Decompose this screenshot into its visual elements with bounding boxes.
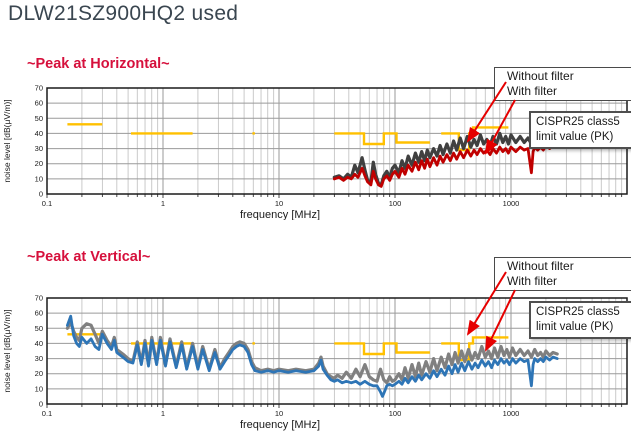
svg-text:frequency [MHz]: frequency [MHz]	[240, 209, 320, 220]
cispr-limit-box-vertical: CISPR25 class5 limit value (PK)	[529, 301, 631, 339]
svg-text:60: 60	[35, 309, 43, 318]
svg-text:noise level [dB(μV/m)]: noise level [dB(μV/m)]	[2, 309, 12, 392]
with-filter-label: With filter	[507, 274, 558, 288]
cispr-limit-line1: CISPR25 class5	[536, 306, 620, 318]
cispr-limit-line2: limit value (PK)	[536, 321, 614, 333]
page-title: DLW21SZ900HQ2 used	[8, 2, 239, 25]
svg-text:20: 20	[35, 159, 43, 168]
svg-text:10: 10	[35, 384, 43, 393]
svg-text:40: 40	[35, 339, 43, 348]
svg-text:60: 60	[35, 99, 43, 108]
svg-text:0.1: 0.1	[42, 199, 52, 208]
svg-text:10: 10	[275, 409, 283, 418]
legend-box-horizontal: Without filter With filter	[494, 67, 631, 101]
svg-text:frequency [MHz]: frequency [MHz]	[240, 419, 320, 431]
svg-text:noise level [dB(μV/m)]: noise level [dB(μV/m)]	[2, 99, 12, 182]
chart-plot-horizontal: 0 10 20 30 40 50 60 70 0.1 1 10 100 1000 frequency [M…	[2, 84, 628, 220]
legend-box-vertical: Without filter With filter	[494, 257, 631, 291]
without-filter-label: Without filter	[507, 259, 574, 273]
svg-text:100: 100	[389, 199, 402, 208]
chart-title-horizontal: ~Peak at Horizontal~	[27, 56, 170, 72]
svg-text:0: 0	[39, 400, 43, 409]
svg-text:30: 30	[35, 354, 43, 363]
chart-title-vertical: ~Peak at Vertical~	[27, 249, 151, 265]
svg-text:1: 1	[161, 409, 165, 418]
svg-text:1000: 1000	[503, 199, 520, 208]
cispr-limit-box-horizontal: CISPR25 class5 limit value (PK)	[529, 111, 631, 149]
svg-text:1000: 1000	[503, 409, 520, 418]
without-filter-label: Without filter	[507, 69, 574, 83]
svg-text:0: 0	[39, 190, 43, 199]
svg-text:70: 70	[35, 294, 43, 303]
svg-text:30: 30	[35, 144, 43, 153]
svg-text:0.1: 0.1	[42, 409, 52, 418]
cispr-limit-line1: CISPR25 class5	[536, 116, 620, 128]
with-filter-label: With filter	[507, 84, 558, 98]
svg-text:10: 10	[275, 199, 283, 208]
svg-text:40: 40	[35, 129, 43, 138]
cispr-limit-line2: limit value (PK)	[536, 131, 614, 143]
svg-text:20: 20	[35, 369, 43, 378]
svg-text:1: 1	[161, 199, 165, 208]
svg-text:50: 50	[35, 324, 43, 333]
svg-text:50: 50	[35, 114, 43, 123]
svg-text:100: 100	[389, 409, 402, 418]
svg-text:70: 70	[35, 84, 43, 93]
svg-text:10: 10	[35, 174, 43, 183]
